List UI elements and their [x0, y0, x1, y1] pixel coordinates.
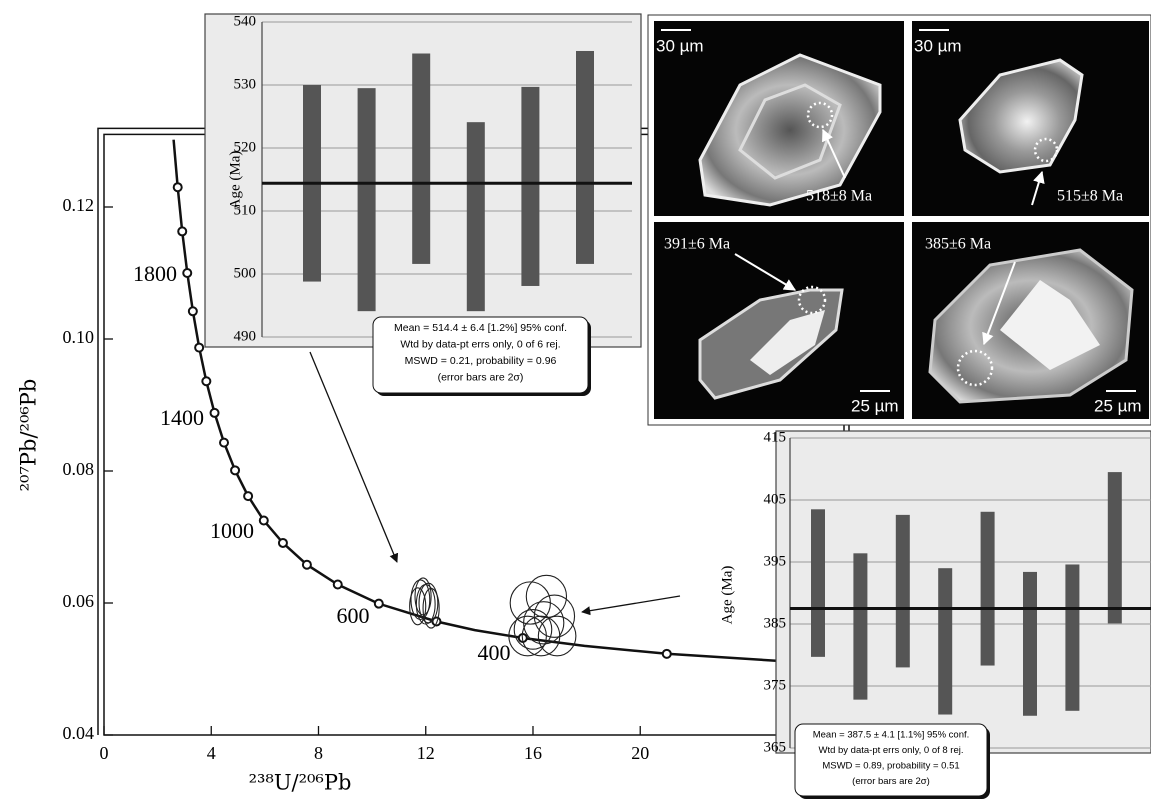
age-label: 400 [478, 640, 511, 665]
stats-line: MSWD = 0.21, probability = 0.96 [405, 355, 557, 367]
age-label: 391±6 Ma [664, 236, 730, 253]
arrow [582, 596, 680, 612]
age-marker [231, 466, 239, 474]
y-tick-label: 0.08 [63, 459, 95, 479]
stats-line: MSWD = 0.89, probability = 0.51 [822, 761, 959, 772]
y-tick-label: 405 [764, 491, 787, 507]
stats-line: Wtd by data-pt errs only, 0 of 8 rej. [818, 745, 963, 756]
y-tick-label: 375 [764, 677, 787, 693]
age-label: 1800 [133, 261, 177, 286]
age-marker [303, 561, 311, 569]
error-bar [358, 88, 376, 311]
cl-image: 30 µm 518±8 Ma [654, 21, 904, 216]
stats-line: Mean = 514.4 ± 6.4 [1.2%] 95% conf. [394, 322, 567, 334]
age-marker [220, 439, 228, 447]
age-marker [195, 344, 203, 352]
age-marker [178, 227, 186, 235]
scale-label: 30 µm [656, 36, 704, 55]
y-tick-label: 365 [764, 739, 787, 755]
cl-image: 391±6 Ma 25 µm [654, 222, 904, 419]
y-tick-label: 500 [234, 265, 257, 281]
age-label: 600 [337, 603, 370, 628]
error-bar [576, 51, 594, 264]
cl-image: 385±6 Ma 25 µm [912, 222, 1149, 419]
page: {"chart_data": [ {"type": "concordia", "… [0, 0, 1151, 801]
error-bar [981, 512, 995, 666]
age-marker [174, 183, 182, 191]
x-tick-label: 16 [524, 743, 542, 763]
y-tick-label: 0.06 [63, 591, 95, 611]
stats-line: (error bars are 2σ) [438, 371, 524, 383]
y-tick-label: 540 [234, 13, 257, 29]
error-bar [1065, 564, 1079, 710]
age-marker [244, 492, 252, 500]
error-bar [1023, 572, 1037, 716]
error-bar [467, 122, 485, 311]
error-bar [521, 87, 539, 286]
age-label: 385±6 Ma [925, 236, 991, 253]
error-bar [853, 553, 867, 699]
y-axis-label: Age (Ma) [719, 566, 735, 625]
age-marker [334, 581, 342, 589]
error-bar [412, 54, 430, 264]
age-marker [189, 307, 197, 315]
y-axis-label: ²⁰⁷Pb/²⁰⁶Pb [17, 379, 41, 492]
y-tick-label: 490 [234, 328, 257, 344]
y-tick-label: 530 [234, 76, 257, 92]
age-marker [279, 539, 287, 547]
scale-label: 25 µm [1094, 396, 1142, 415]
x-axis-label: ²³⁸U/²⁰⁶Pb [249, 771, 352, 795]
age-marker [183, 269, 191, 277]
error-bar [1108, 472, 1122, 623]
age-label: 1400 [160, 405, 204, 430]
stats-line: Mean = 387.5 ± 4.1 [1.1%] 95% conf. [813, 730, 970, 741]
cl-images: 30 µm 518±8 Ma 30 µm 515±8 Ma 391±6 Ma 2… [648, 15, 1151, 425]
age-marker [211, 409, 219, 417]
x-tick-label: 12 [417, 743, 435, 763]
age-label: 518±8 Ma [806, 188, 872, 205]
y-tick-label: 0.10 [63, 327, 95, 347]
x-tick-label: 20 [631, 743, 649, 763]
error-bar [896, 515, 910, 668]
figure: 0 4 8 12 16 20 0.04 0.06 0.08 0.10 0.12 ²³⁸U/²⁰⁶Pb ²… [0, 0, 1151, 801]
stats-line: Wtd by data-pt errs only, 0 of 6 rej. [400, 338, 560, 350]
x-tick-label: 4 [207, 743, 216, 763]
age-marker [260, 517, 268, 525]
x-tick-label: 8 [314, 743, 323, 763]
inset-panel [776, 431, 1151, 753]
error-ellipse [538, 616, 576, 656]
age-marker [202, 377, 210, 385]
y-tick-label: 0.12 [63, 195, 95, 215]
y-axis-label: Age (Ma) [227, 151, 243, 210]
age-label: 1000 [210, 518, 254, 543]
scale-label: 25 µm [851, 396, 899, 415]
age-label: 515±8 Ma [1057, 188, 1123, 205]
age-marker [375, 600, 383, 608]
cl-image: 30 µm 515±8 Ma [912, 21, 1149, 216]
error-bar [938, 568, 952, 714]
y-tick-label: 395 [764, 553, 787, 569]
y-tick-label: 0.04 [63, 723, 95, 743]
error-bar [811, 509, 825, 657]
age-marker [663, 650, 671, 658]
stats-line: (error bars are 2σ) [852, 776, 930, 787]
y-tick-label: 415 [764, 429, 787, 445]
scale-label: 30 µm [914, 36, 962, 55]
x-tick-label: 0 [100, 743, 109, 763]
y-tick-label: 385 [764, 615, 787, 631]
